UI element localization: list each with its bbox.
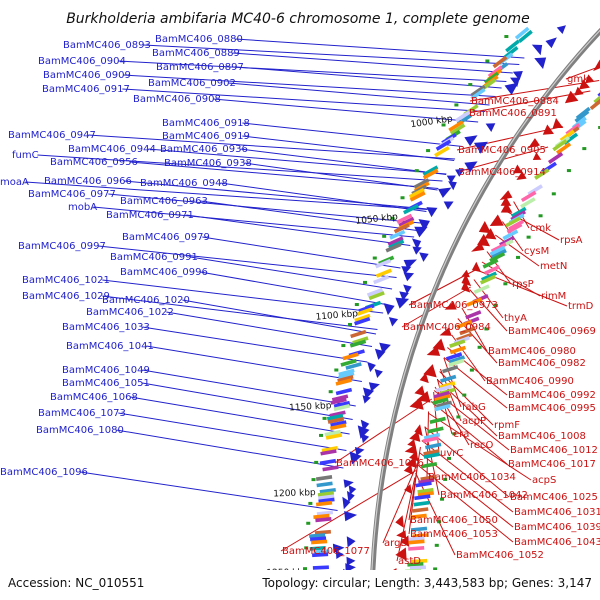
gene-label-forward: BamMC406_1021 [22,275,110,286]
gene-label-forward: BamMC406_1041 [66,341,154,352]
gene-label-reverse: trmD [568,301,594,312]
gene-label-forward: BamMC406_0880 [155,34,243,45]
gene-label-forward: BamMC406_0936 [160,144,248,155]
accession-text: Accession: NC_010551 [8,576,144,590]
gene-label-reverse: BamMC406_1052 [456,550,544,561]
gene-label-reverse: BamMC406_1077 [282,546,370,557]
gene-label-reverse: BamMC406_0982 [498,358,586,369]
gene-label-forward: BamMC406_0893 [63,40,151,51]
gene-label-reverse: BamMC406_1050 [410,515,498,526]
gene-label-reverse: BamMC406_0973 [410,300,498,311]
gene-label-forward: mobA [68,202,97,213]
gene-label-forward: BamMC406_0996 [120,267,208,278]
gene-label-forward: BamMC406_1029 [22,291,110,302]
gene-label-reverse: cysM [524,246,549,257]
gene-label-reverse: rpsP [512,279,534,290]
map-title: Burkholderia ambifaria MC40-6 chromosome… [66,11,530,27]
gene-label-reverse: BamMC406_0995 [508,403,596,414]
gene-label-forward: BamMC406_0947 [8,130,96,141]
gene-label-forward: BamMC406_1073 [38,408,126,419]
gene-label-reverse: BamMC406_1008 [498,431,586,442]
gene-label-reverse: BamMC406_1046 [336,458,424,469]
topology-summary: Topology: circular; Length: 3,443,583 bp… [261,576,592,590]
gene-label-reverse: BamMC406_1025 [510,492,598,503]
gene-label-forward: BamMC406_0919 [162,131,250,142]
gene-label-reverse: BamMC406_1017 [508,459,596,470]
gene-label-forward: BamMC406_0963 [120,196,208,207]
gene-label-forward: BamMC406_0897 [156,62,244,73]
scale-label: 1200 kbp [273,488,316,499]
gene-label-reverse: BamMC406_1031 [514,507,600,518]
gene-label-reverse: BamMC406_0914 [458,167,546,178]
gene-label-forward: BamMC406_0979 [122,232,210,243]
gene-label-forward: moaA [0,177,29,188]
gene-label-reverse: BamMC406_0969 [508,326,596,337]
chromosome-backbone [369,27,600,600]
gene-label-reverse: BamMC406_0984 [403,322,491,333]
gene-label-reverse: gmk [567,74,589,85]
gene-label-reverse: acpP [462,416,486,427]
gene-label-reverse: rpsA [560,235,583,246]
gene-label-reverse: cmk [530,223,551,234]
gene-label-forward: BamMC406_0966 [44,176,132,187]
gene-label-reverse: BamMC406_0905 [458,145,546,156]
gene-label-reverse: rimM [541,291,566,302]
gene-label-reverse: BamMC406_0884 [471,96,559,107]
gene-label-forward: BamMC406_0948 [140,178,228,189]
gene-label-forward: BamMC406_0909 [43,70,131,81]
gene-label-reverse: BamMC406_1053 [410,529,498,540]
gene-label-reverse: BamMC406_0891 [469,108,557,119]
gene-label-reverse: BamMC406_1039 [514,522,600,533]
gene-features [302,25,600,580]
gene-label-forward: BamMC406_1051 [62,378,150,389]
gene-label-forward: BamMC406_0902 [148,78,236,89]
gene-label-forward: BamMC406_1080 [36,425,124,436]
gene-label-forward: BamMC406_0971 [106,210,194,221]
gene-label-reverse: recO [470,440,494,451]
gene-label-forward: BamMC406_1049 [62,365,150,376]
gene-label-forward: BamMC406_0977 [28,189,116,200]
scale-label: 1150 kbp [289,401,332,413]
gene-label-reverse: acpS [532,475,556,486]
label-leaders [25,38,600,562]
gene-label-forward: BamMC406_1096 [0,467,88,478]
gene-label-forward: fumC [12,150,39,161]
gene-label-forward: BamMC406_0938 [164,158,252,169]
gene-label-reverse: argD [384,538,408,549]
gene-label-reverse: astD [398,556,421,567]
gene-label-reverse: BamMC406_0992 [508,390,596,401]
gene-label-forward: BamMC406_1033 [62,322,150,333]
gene-label-forward: BamMC406_0918 [162,118,250,129]
gene-label-reverse: thyA [504,313,527,324]
gene-label-forward: BamMC406_0889 [152,48,240,59]
scale-label: 1050 kbp [355,212,399,227]
scale-label: 1100 kbp [315,309,358,323]
gene-label-forward: BamMC406_1022 [86,307,174,318]
gene-label-reverse: era [453,429,469,440]
gene-label-forward: BamMC406_1020 [102,295,190,306]
gene-label-reverse: BamMC406_1034 [428,472,516,483]
gene-label-reverse: fabG [462,402,486,413]
gene-label-forward: BamMC406_0904 [38,56,126,67]
gene-label-forward: BamMC406_0991 [110,252,198,263]
gene-label-forward: BamMC406_0944 [68,144,156,155]
gene-label-reverse: metN [540,261,567,272]
gene-label-forward: BamMC406_0956 [50,157,138,168]
gene-label-reverse: BamMC406_0980 [488,346,576,357]
gene-label-reverse: uvrC [440,448,463,459]
gene-label-forward: BamMC406_0917 [42,84,130,95]
gene-label-reverse: BamMC406_1043 [514,537,600,548]
gene-label-reverse: BamMC406_1042 [440,490,528,501]
gene-label-forward: BamMC406_1068 [50,392,138,403]
gene-label-forward: BamMC406_0997 [18,241,106,252]
gene-label-reverse: rpmF [494,420,520,431]
gene-label-reverse: BamMC406_0990 [486,376,574,387]
gene-label-reverse: BamMC406_1012 [510,445,598,456]
gene-label-forward: BamMC406_0908 [133,94,221,105]
